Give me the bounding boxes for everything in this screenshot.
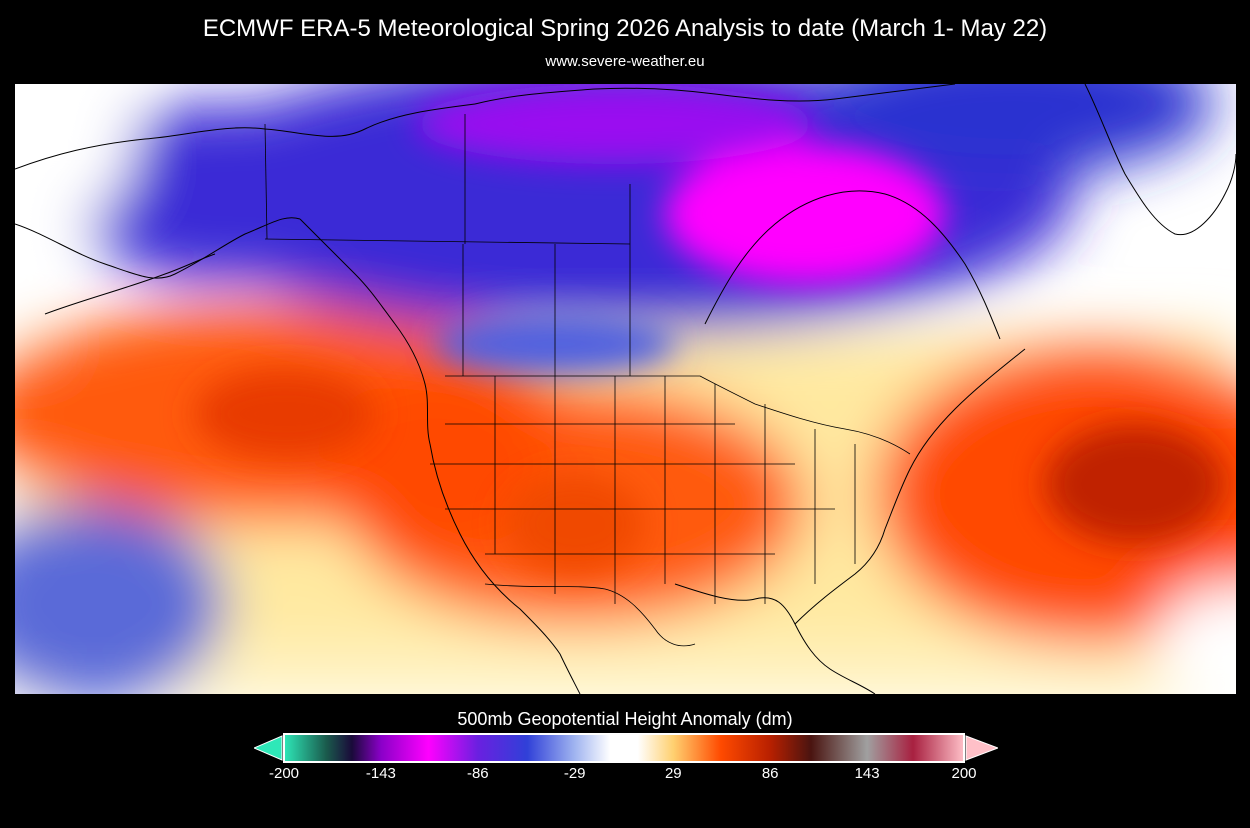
colorbar-tick-label: 200 [951, 765, 977, 782]
coastlines [15, 84, 1236, 694]
colorbar-tick-label: 29 [664, 765, 682, 782]
colorbar-tick-label: -86 [466, 765, 489, 782]
anomaly-field [15, 84, 1236, 694]
colorbar-min-arrow [252, 735, 283, 761]
colorbar-max-arrow [965, 735, 1000, 761]
political-borders [264, 114, 911, 647]
map-title: ECMWF ERA-5 Meteorological Spring 2026 A… [202, 15, 1048, 42]
colorbar-title: 500mb Geopotential Height Anomaly (dm) [457, 709, 793, 729]
colorbar-graphic [252, 733, 1000, 763]
colorbar-tick-label: 143 [854, 765, 880, 782]
anomaly-core [195, 84, 1225, 574]
colorbar-tick-label: 86 [761, 765, 779, 782]
colorbar [252, 733, 1000, 763]
colorbar-tick-label: -200 [268, 765, 300, 782]
anomaly-map [15, 84, 1236, 694]
map-canvas [15, 84, 1236, 694]
colorbar-tick-labels: -200 -143 -86 -29 29 86 143 200 [0, 764, 1250, 786]
source-url: www.severe-weather.eu [545, 53, 705, 70]
colorbar-tick-label: -143 [365, 765, 396, 782]
colorbar-tick-label: -29 [563, 765, 586, 782]
colorbar-ramp [283, 733, 965, 763]
